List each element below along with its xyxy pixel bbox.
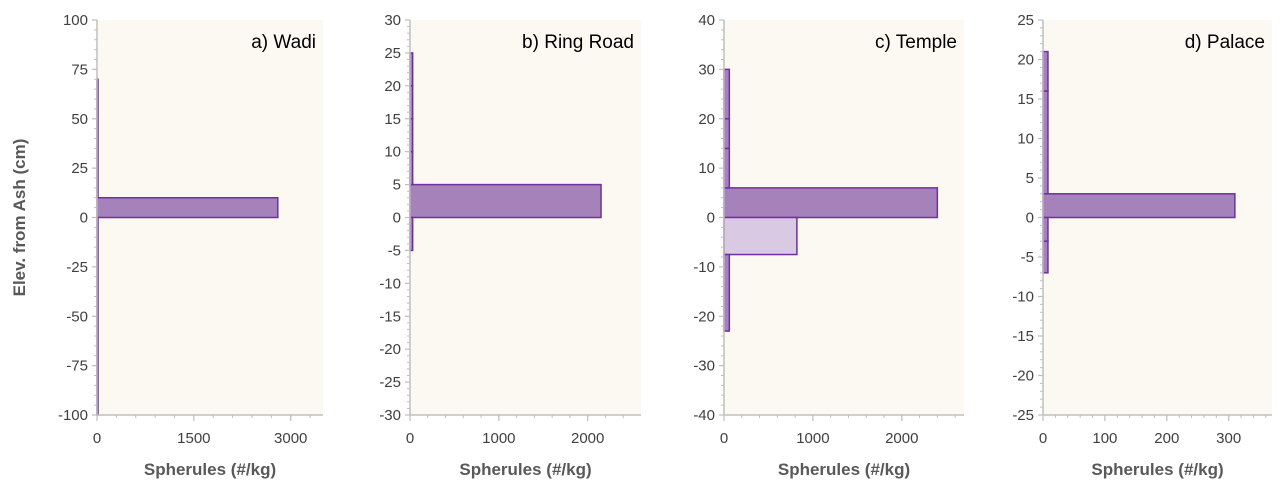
y-tick-label: -30 (693, 358, 715, 375)
x-tick-label: 1000 (796, 430, 829, 447)
y-tick-label: 0 (707, 210, 715, 227)
y-tick-label: 5 (393, 177, 401, 194)
y-tick-label: 10 (384, 144, 401, 161)
chart-panel-2: 30 25 20 15 10 5 0 -5 -10 -15 -20 -25 -30 0 1000 2000 b)… (379, 12, 641, 479)
y-tick-label: -10 (379, 275, 401, 292)
y-tick-label: 20 (1017, 52, 1034, 69)
y-tick-label: 15 (1017, 91, 1034, 108)
x-tick-label: 3000 (274, 430, 307, 447)
bar (723, 187, 939, 219)
bar (723, 253, 731, 332)
x-tick-label: 200 (1154, 430, 1179, 447)
y-tick-label: 10 (698, 160, 715, 177)
bar (409, 183, 602, 219)
y-tick-label: 25 (71, 160, 88, 177)
y-tick-label: 30 (698, 61, 715, 78)
y-tick-label: 100 (63, 12, 88, 29)
x-tick-label: 300 (1216, 430, 1241, 447)
y-tick-label: -20 (693, 308, 715, 325)
x-tick-label: 0 (720, 430, 728, 447)
x-axis-label: Spherules (#/kg) (144, 460, 276, 479)
x-tick-label: 0 (1039, 430, 1047, 447)
y-tick-label: 30 (384, 12, 401, 29)
chart-panel-3: 40 30 20 10 0 -10 -20 -30 -40 0 1000 2000 c) Temple S… (693, 12, 964, 479)
x-tick-label: 100 (1092, 430, 1117, 447)
y-tick-label: -30 (379, 407, 401, 424)
y-axis-label: Elev. from Ash (cm) (10, 139, 29, 297)
bar (723, 118, 731, 150)
bar (1042, 193, 1236, 219)
bar (723, 147, 731, 189)
x-tick-label: 2000 (571, 430, 604, 447)
y-tick-label: 40 (698, 12, 715, 29)
y-tick-label: 20 (698, 111, 715, 128)
y-tick-label: -15 (379, 308, 401, 325)
y-tick-label: -75 (66, 358, 88, 375)
y-tick-label: -40 (693, 407, 715, 424)
panel-title: a) Wadi (251, 32, 316, 53)
y-tick-label: 75 (71, 61, 88, 78)
y-tick-label: 25 (384, 45, 401, 62)
y-tick-label: -25 (66, 259, 88, 276)
chart-panel-1: 100 75 50 25 0 -25 -50 -75 -100 0 1500 3000 a) Wadi S… (10, 12, 323, 479)
y-tick-label: 10 (1017, 131, 1034, 148)
y-tick-label: -50 (66, 308, 88, 325)
bar (96, 197, 279, 219)
y-tick-label: -20 (1012, 368, 1034, 385)
x-tick-label: 2000 (885, 430, 918, 447)
bar (723, 68, 731, 120)
x-axis-label: Spherules (#/kg) (1091, 460, 1223, 479)
x-axis-label: Spherules (#/kg) (459, 460, 591, 479)
y-tick-label: -5 (388, 242, 401, 259)
y-tick-label: -10 (1012, 289, 1034, 306)
y-tick-label: -5 (1021, 249, 1034, 266)
y-tick-label: 5 (1026, 170, 1034, 187)
bar (723, 216, 798, 256)
y-tick-label: -20 (379, 341, 401, 358)
x-tick-label: 0 (93, 430, 101, 447)
x-tick-label: 1500 (177, 430, 210, 447)
y-tick-label: 25 (1017, 12, 1034, 29)
x-tick-label: 1000 (482, 430, 515, 447)
y-tick-label: 50 (71, 111, 88, 128)
y-tick-label: -10 (693, 259, 715, 276)
y-tick-label: 15 (384, 111, 401, 128)
y-tick-label: 0 (80, 210, 88, 227)
y-tick-label: 0 (1026, 210, 1034, 227)
y-tick-label: -15 (1012, 328, 1034, 345)
y-tick-label: -25 (379, 374, 401, 391)
y-tick-label: 20 (384, 78, 401, 95)
panel-title: d) Palace (1185, 32, 1265, 53)
chart-panel-4: 25 20 15 10 5 0 -5 -10 -15 -20 -25 0 100 200 300 d) Pal… (1012, 12, 1272, 479)
panel-title: c) Temple (875, 32, 957, 53)
panel-title: b) Ring Road (522, 32, 634, 53)
y-tick-label: 0 (393, 210, 401, 227)
x-tick-label: 0 (406, 430, 414, 447)
x-axis-label: Spherules (#/kg) (778, 460, 910, 479)
y-tick-label: -25 (1012, 407, 1034, 424)
y-tick-label: -100 (58, 407, 88, 424)
